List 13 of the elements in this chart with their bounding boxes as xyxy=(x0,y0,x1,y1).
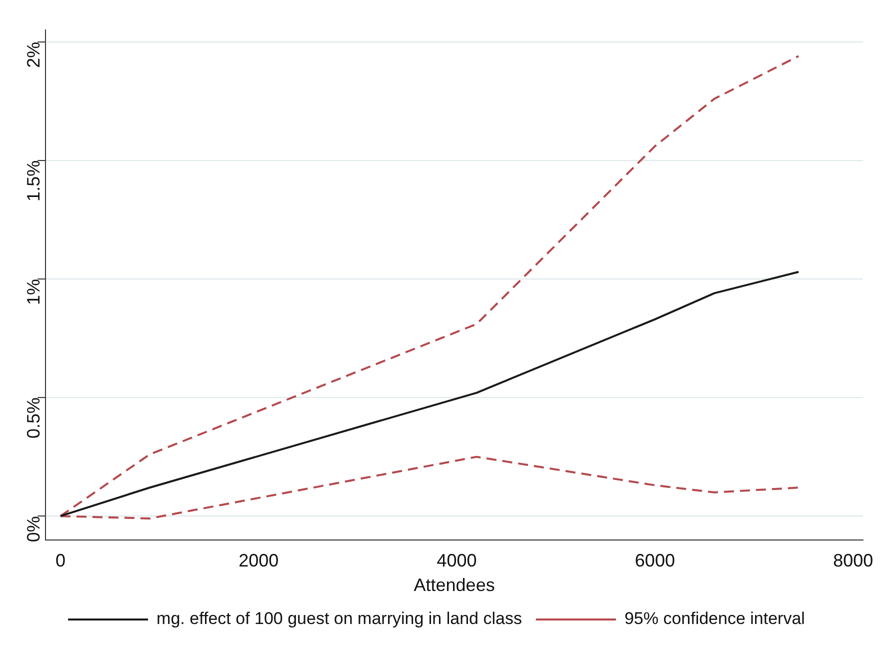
y-tick-label: 1.5% xyxy=(24,160,44,202)
legend-label: mg. effect of 100 guest on marrying in land class xyxy=(156,609,522,628)
y-tick-label: 1% xyxy=(24,278,44,305)
legend-label: 95% confidence interval xyxy=(624,609,805,628)
x-tick-label: 8000 xyxy=(833,550,874,571)
x-tick-label: 2000 xyxy=(238,550,279,571)
x-tick-label: 0 xyxy=(55,550,66,571)
y-tick-label: 0% xyxy=(24,516,44,542)
x-axis-title: Attendees xyxy=(414,575,495,596)
y-tick-label: 2% xyxy=(24,42,44,68)
x-tick-label: 6000 xyxy=(634,550,675,571)
x-tick-label: 4000 xyxy=(436,550,477,571)
y-tick-label: 0.5% xyxy=(24,398,44,439)
